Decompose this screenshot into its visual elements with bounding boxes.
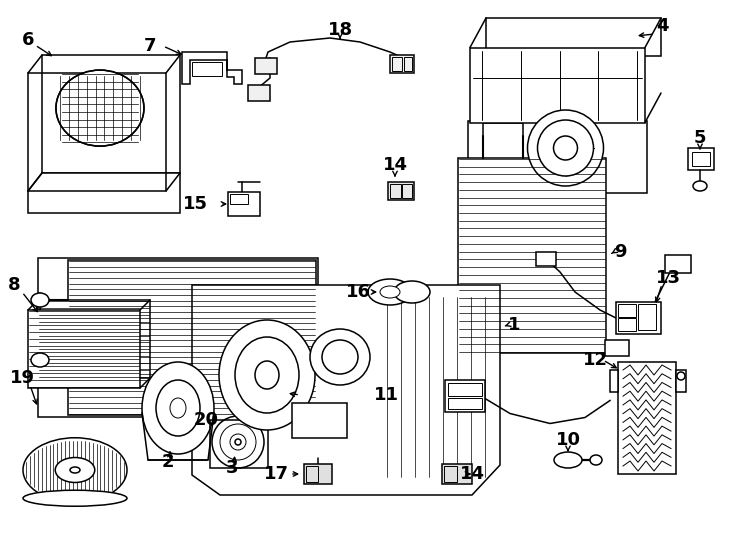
Bar xyxy=(448,382,482,395)
Text: 1: 1 xyxy=(508,316,520,334)
Ellipse shape xyxy=(170,398,186,418)
Text: 17: 17 xyxy=(264,465,288,483)
Ellipse shape xyxy=(220,424,256,460)
Bar xyxy=(255,58,277,74)
Bar xyxy=(404,57,412,71)
Ellipse shape xyxy=(394,281,430,303)
Bar xyxy=(392,57,402,71)
Ellipse shape xyxy=(693,181,707,191)
Bar xyxy=(616,302,661,334)
Ellipse shape xyxy=(156,380,200,436)
Text: 16: 16 xyxy=(346,283,371,301)
Ellipse shape xyxy=(142,362,214,454)
Text: 8: 8 xyxy=(7,276,21,294)
Bar xyxy=(618,318,636,331)
Bar xyxy=(28,310,140,388)
Text: 6: 6 xyxy=(22,31,34,49)
Text: 7: 7 xyxy=(144,37,156,55)
Bar xyxy=(458,158,606,353)
Ellipse shape xyxy=(255,361,279,389)
Ellipse shape xyxy=(23,490,127,506)
Ellipse shape xyxy=(528,110,603,186)
Polygon shape xyxy=(192,285,500,495)
Text: 18: 18 xyxy=(327,21,352,39)
Bar xyxy=(38,300,150,378)
Ellipse shape xyxy=(537,120,594,176)
Ellipse shape xyxy=(310,329,370,385)
Bar xyxy=(618,362,676,474)
Bar xyxy=(292,403,347,438)
Text: 5: 5 xyxy=(694,129,706,147)
Bar xyxy=(388,182,414,200)
Ellipse shape xyxy=(235,337,299,413)
Ellipse shape xyxy=(55,457,95,482)
Bar xyxy=(688,148,714,170)
Ellipse shape xyxy=(31,353,49,367)
Text: 13: 13 xyxy=(655,269,680,287)
Text: 15: 15 xyxy=(183,195,208,213)
Bar xyxy=(228,192,260,216)
Ellipse shape xyxy=(590,455,602,465)
Bar xyxy=(38,258,318,417)
Text: 20: 20 xyxy=(194,411,219,429)
Bar xyxy=(306,466,318,482)
Bar xyxy=(248,85,270,101)
Bar xyxy=(448,397,482,408)
Bar xyxy=(28,73,166,191)
Bar xyxy=(470,48,645,123)
Bar xyxy=(665,255,691,273)
Bar xyxy=(68,260,316,415)
Ellipse shape xyxy=(553,136,578,160)
Ellipse shape xyxy=(235,439,241,445)
Text: 2: 2 xyxy=(161,453,174,471)
Bar xyxy=(610,370,618,392)
Bar xyxy=(402,184,412,198)
Ellipse shape xyxy=(56,70,144,146)
Ellipse shape xyxy=(230,434,246,450)
Bar xyxy=(536,252,556,266)
Ellipse shape xyxy=(23,438,127,502)
Ellipse shape xyxy=(368,279,412,305)
Polygon shape xyxy=(182,52,242,84)
Ellipse shape xyxy=(380,286,400,298)
Bar xyxy=(692,152,710,166)
Bar xyxy=(468,121,647,193)
Text: 14: 14 xyxy=(382,156,407,174)
Text: 3: 3 xyxy=(226,459,239,477)
Text: 12: 12 xyxy=(583,351,608,369)
Bar xyxy=(390,184,401,198)
Bar xyxy=(210,420,268,468)
Polygon shape xyxy=(28,173,180,213)
Text: 19: 19 xyxy=(10,369,34,387)
Bar xyxy=(390,55,414,73)
Text: 9: 9 xyxy=(614,243,626,261)
Bar xyxy=(444,466,457,482)
Bar xyxy=(42,55,180,173)
Bar xyxy=(445,380,485,411)
Bar xyxy=(605,340,629,356)
Bar xyxy=(486,18,661,56)
Text: 10: 10 xyxy=(556,431,581,449)
Ellipse shape xyxy=(677,372,685,380)
Ellipse shape xyxy=(70,467,80,473)
Ellipse shape xyxy=(322,340,358,374)
Text: 14: 14 xyxy=(459,465,484,483)
Bar xyxy=(192,62,222,76)
Ellipse shape xyxy=(219,320,315,430)
Text: 4: 4 xyxy=(655,17,668,35)
Bar xyxy=(230,194,248,204)
Bar xyxy=(618,304,636,317)
Ellipse shape xyxy=(31,293,49,307)
Bar xyxy=(638,304,656,330)
Bar xyxy=(676,370,686,392)
Ellipse shape xyxy=(554,452,582,468)
Bar xyxy=(442,464,472,484)
Bar xyxy=(304,464,332,484)
Text: 11: 11 xyxy=(374,386,399,404)
Ellipse shape xyxy=(212,416,264,468)
